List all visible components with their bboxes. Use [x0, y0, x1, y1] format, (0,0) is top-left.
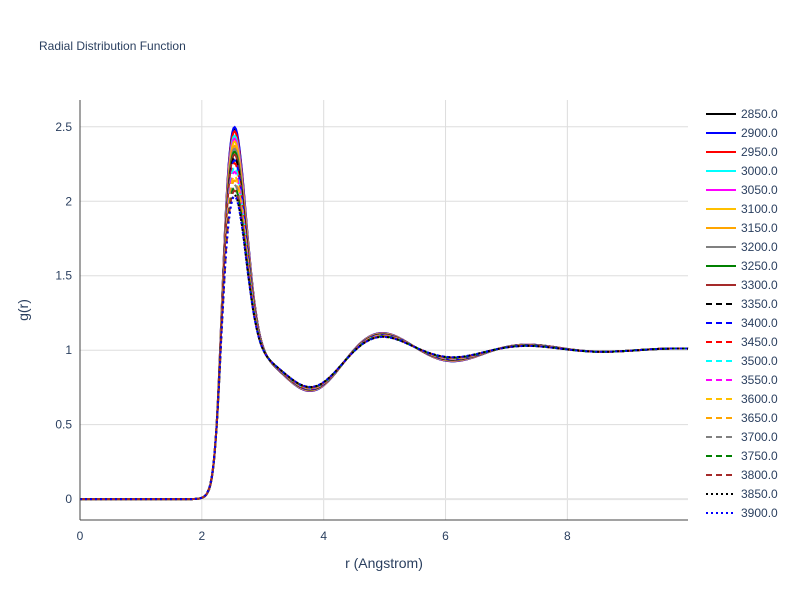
legend-item-3900-0[interactable]: 3900.0: [706, 506, 778, 520]
legend-label: 3350.0: [741, 297, 778, 311]
legend-label: 3700.0: [741, 430, 778, 444]
legend-label: 3150.0: [741, 221, 778, 235]
series-line-3900-0: [80, 195, 689, 501]
x-tick-label: 4: [320, 529, 327, 543]
legend-item-3300-0[interactable]: 3300.0: [706, 278, 778, 292]
legend-label: 3850.0: [741, 487, 778, 501]
axes: [79, 100, 688, 521]
x-tick-labels: 0 2 4 6 8: [77, 529, 571, 543]
legend-label: 3400.0: [741, 316, 778, 330]
y-tick-label: 0.5: [55, 418, 72, 432]
legend[interactable]: 2850.0 2900.0 2950.0 3000.0 3050.0 3100.0 3150…: [706, 107, 778, 520]
y-tick-label: 2.5: [55, 120, 72, 134]
legend-item-3600-0[interactable]: 3600.0: [706, 392, 778, 406]
legend-item-3050-0[interactable]: 3050.0: [706, 183, 778, 197]
legend-label: 3650.0: [741, 411, 778, 425]
x-tick-label: 2: [198, 529, 205, 543]
y-axis-title: g(r): [15, 299, 31, 321]
chart-title: Radial Distribution Function: [39, 39, 186, 53]
legend-label: 3500.0: [741, 354, 778, 368]
legend-item-3650-0[interactable]: 3650.0: [706, 411, 778, 425]
legend-item-2950-0[interactable]: 2950.0: [706, 145, 778, 159]
legend-item-3500-0[interactable]: 3500.0: [706, 354, 778, 368]
plot-area: [79, 100, 689, 521]
legend-label: 3300.0: [741, 278, 778, 292]
y-tick-label: 2: [65, 194, 72, 208]
legend-label: 2950.0: [741, 145, 778, 159]
legend-item-3250-0[interactable]: 3250.0: [706, 259, 778, 273]
legend-label: 2900.0: [741, 126, 778, 140]
legend-label: 3600.0: [741, 392, 778, 406]
legend-label: 3550.0: [741, 373, 778, 387]
legend-item-3850-0[interactable]: 3850.0: [706, 487, 778, 501]
legend-item-3750-0[interactable]: 3750.0: [706, 449, 778, 463]
legend-label: 3900.0: [741, 506, 778, 520]
x-tick-label: 6: [442, 529, 449, 543]
series-layer: [80, 125, 689, 501]
y-tick-label: 1.5: [55, 269, 72, 283]
x-axis-title: r (Angstrom): [345, 555, 423, 571]
legend-label: 3450.0: [741, 335, 778, 349]
legend-label: 3250.0: [741, 259, 778, 273]
legend-item-2900-0[interactable]: 2900.0: [706, 126, 778, 140]
legend-item-3700-0[interactable]: 3700.0: [706, 430, 778, 444]
legend-item-3350-0[interactable]: 3350.0: [706, 297, 778, 311]
legend-label: 3000.0: [741, 164, 778, 178]
legend-label: 3200.0: [741, 240, 778, 254]
legend-item-3200-0[interactable]: 3200.0: [706, 240, 778, 254]
legend-label: 3800.0: [741, 468, 778, 482]
y-tick-label: 0: [65, 492, 72, 506]
legend-item-3100-0[interactable]: 3100.0: [706, 202, 778, 216]
legend-item-3800-0[interactable]: 3800.0: [706, 468, 778, 482]
legend-item-3550-0[interactable]: 3550.0: [706, 373, 778, 387]
legend-item-3000-0[interactable]: 3000.0: [706, 164, 778, 178]
legend-label: 3750.0: [741, 449, 778, 463]
y-tick-labels: 0 0.5 1 1.5 2 2.5: [55, 120, 72, 506]
x-tick-label: 8: [564, 529, 571, 543]
legend-item-3400-0[interactable]: 3400.0: [706, 316, 778, 330]
y-tick-label: 1: [65, 343, 72, 357]
legend-label: 3100.0: [741, 202, 778, 216]
legend-item-3450-0[interactable]: 3450.0: [706, 335, 778, 349]
legend-item-2850-0[interactable]: 2850.0: [706, 107, 778, 121]
legend-label: 2850.0: [741, 107, 778, 121]
x-tick-label: 0: [77, 529, 84, 543]
legend-item-3150-0[interactable]: 3150.0: [706, 221, 778, 235]
legend-label: 3050.0: [741, 183, 778, 197]
